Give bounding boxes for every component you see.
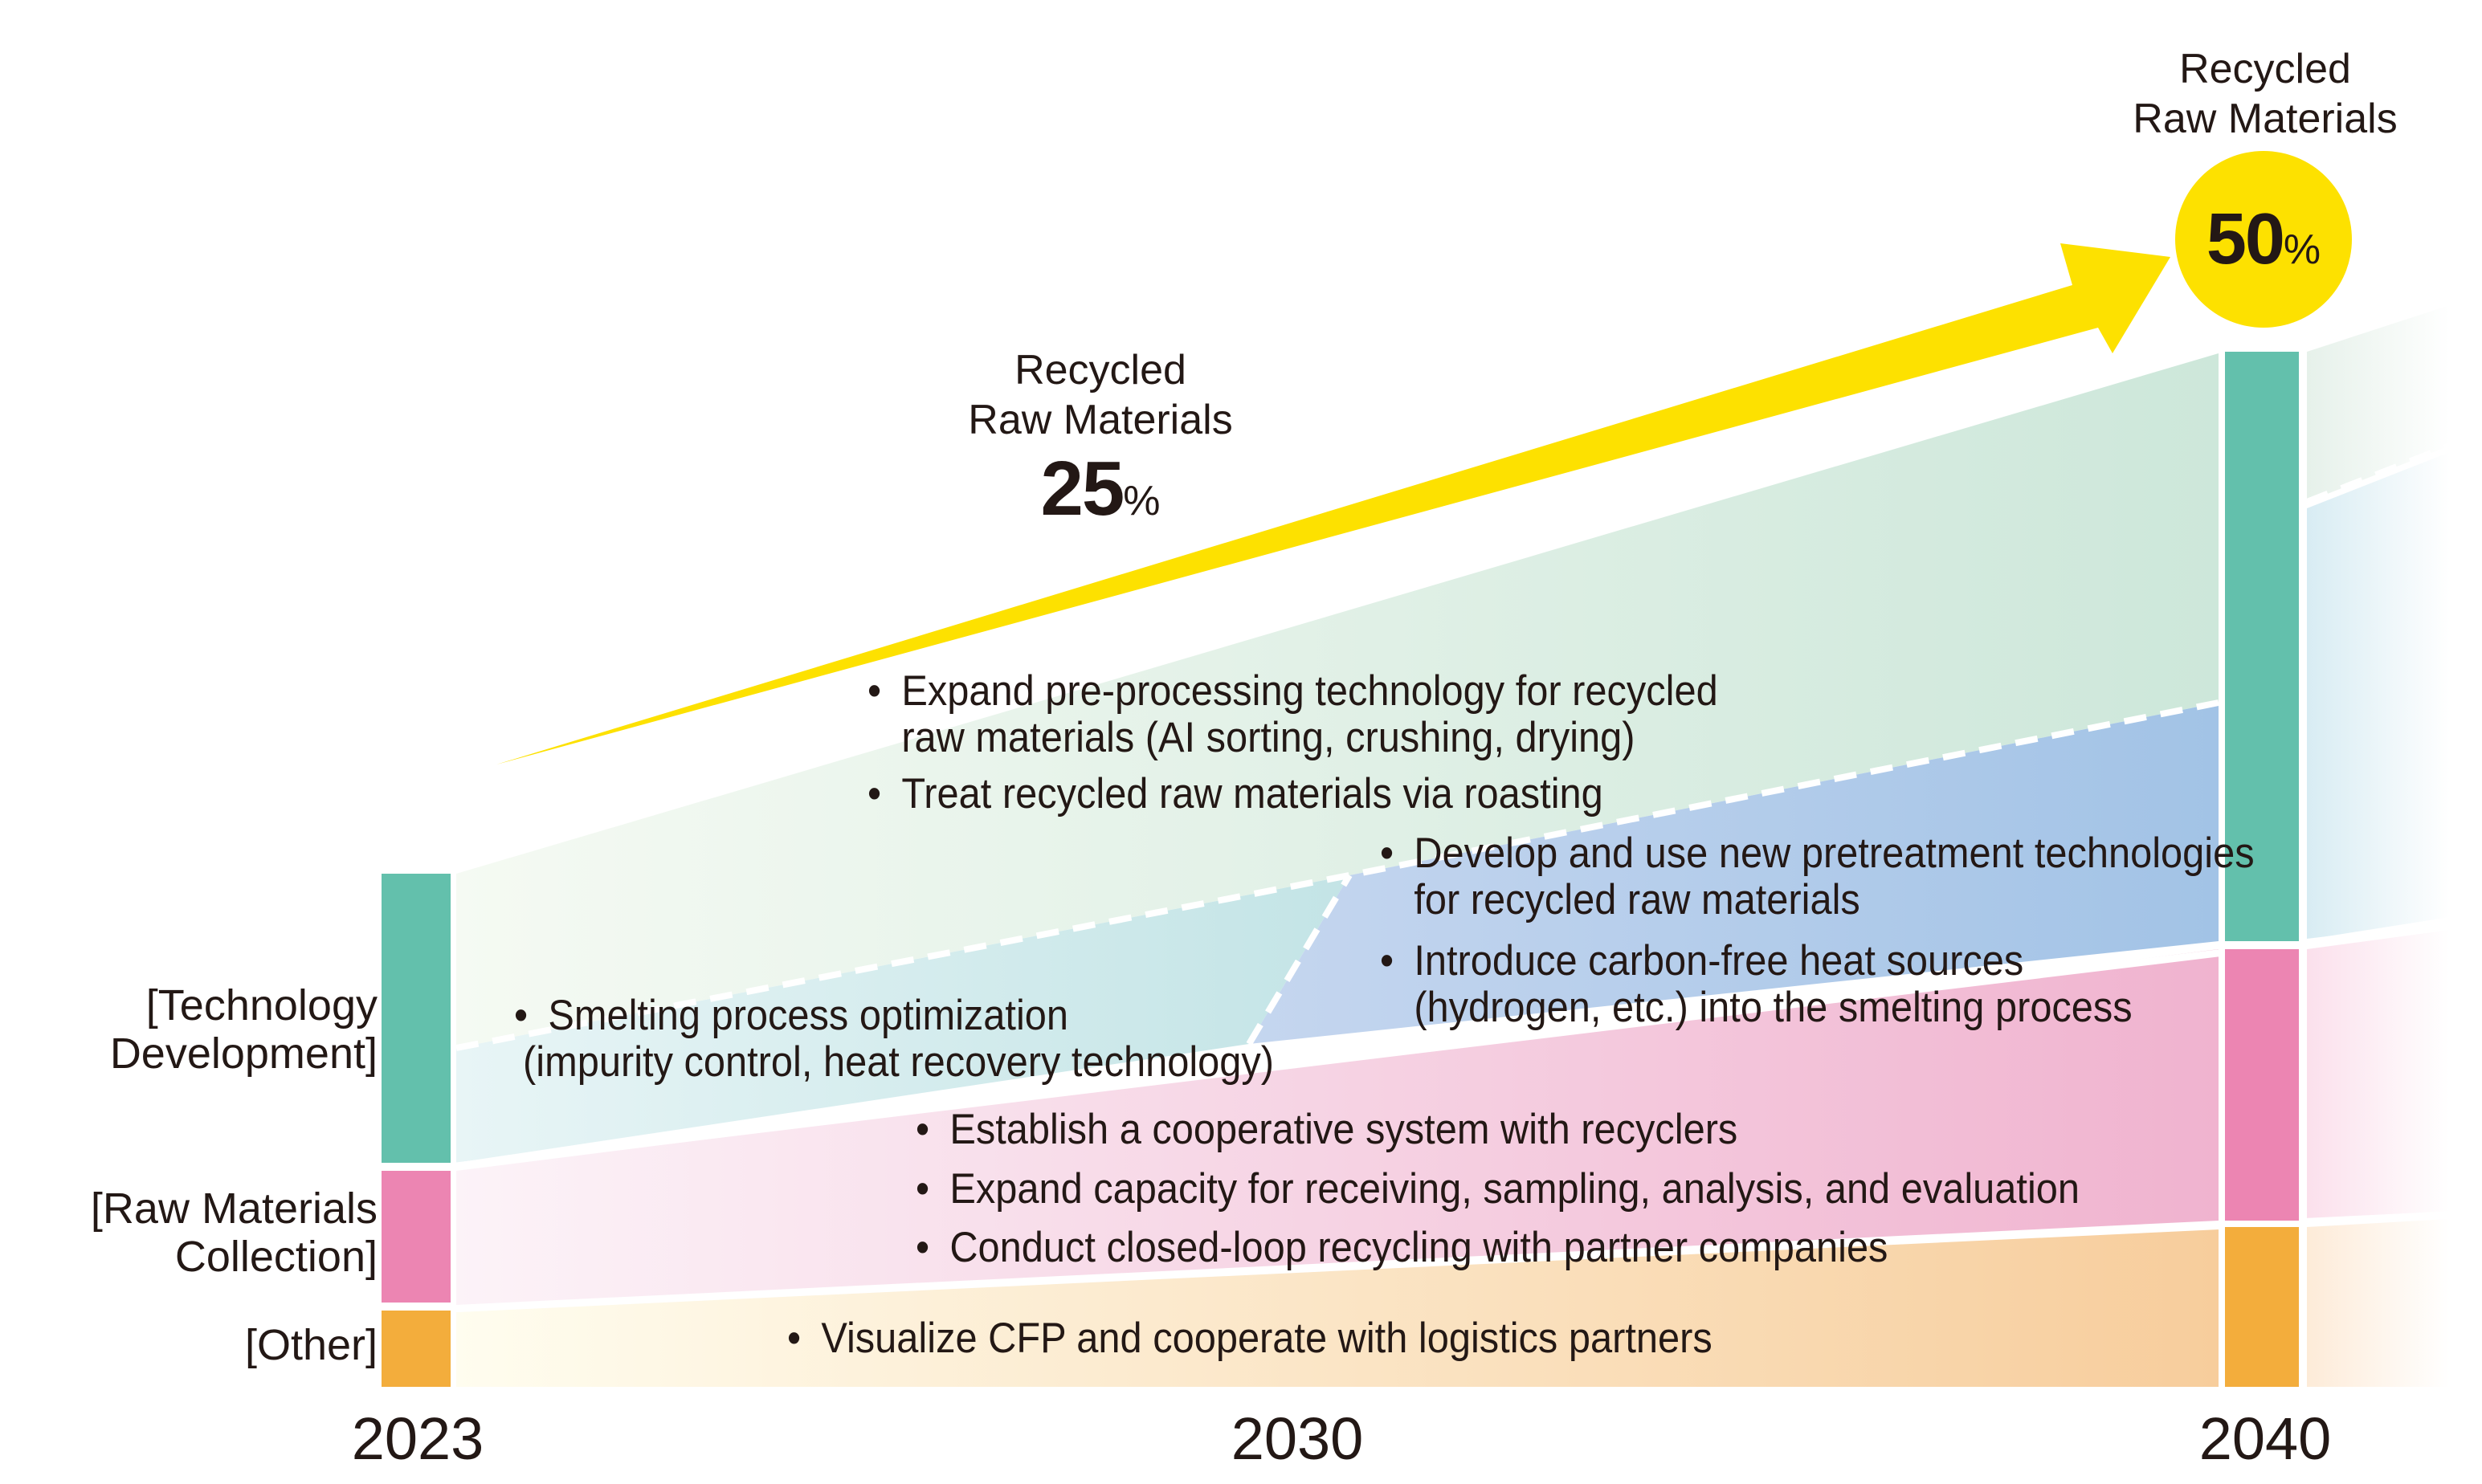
category-label-technology: [Technology Development] <box>109 981 378 1078</box>
target-circle <box>2175 151 2352 328</box>
initiative-item: • Introduce carbon-free heat sources (hyd… <box>1380 937 2133 1031</box>
bar-2023-raw-materials <box>382 1171 451 1303</box>
band-raw-materials <box>456 949 2219 1305</box>
year-label-2023: 2023 <box>351 1405 484 1472</box>
initiative-item: • Conduct closed-loop recycling with part… <box>916 1224 1888 1271</box>
milestone-2040-value: 50% <box>2206 199 2321 279</box>
initiative-item: • Expand capacity for receiving, sampling… <box>916 1165 2080 1213</box>
initiative-item: • Establish a cooperative system with rec… <box>916 1106 1738 1153</box>
band-other <box>456 1227 2219 1387</box>
category-label-raw-materials: [Raw Materials Collection] <box>90 1184 378 1281</box>
milestone-2030: Recycled Raw Materials 25% <box>900 345 1301 545</box>
milestone-2040: Recycled Raw Materials <box>2133 46 2398 142</box>
bar-2023-technology <box>382 874 451 1163</box>
initiative-item: • Treat recycled raw materials via roasti… <box>867 770 1603 817</box>
dashed-boundary <box>455 699 2219 1051</box>
initiative-item: • Visualize CFP and cooperate with logist… <box>787 1315 1712 1362</box>
year-label-2030: 2030 <box>1231 1405 1364 1472</box>
category-label-other: [Other] <box>244 1321 378 1369</box>
bar-2040-raw-materials <box>2225 949 2299 1221</box>
band-technology-lower-right <box>1249 703 2219 1044</box>
band-technology-lower-left <box>456 875 1349 1163</box>
initiative-item: • Smelting process optimization (impurity… <box>514 992 1275 1086</box>
year-label-2040: 2040 <box>2198 1405 2332 1472</box>
dashed-divider <box>1246 873 1353 1046</box>
milestone-2030-value: 25% <box>1040 446 1161 532</box>
initiative-item: • Expand pre-processing technology for re… <box>867 667 1718 761</box>
bar-2023-other <box>382 1311 451 1387</box>
band-technology-upper <box>456 353 2219 1048</box>
bar-2040-other <box>2225 1227 2299 1387</box>
bar-2040-technology <box>2225 352 2299 941</box>
initiative-item: • Develop and use new pretreatment techno… <box>1380 830 2255 923</box>
